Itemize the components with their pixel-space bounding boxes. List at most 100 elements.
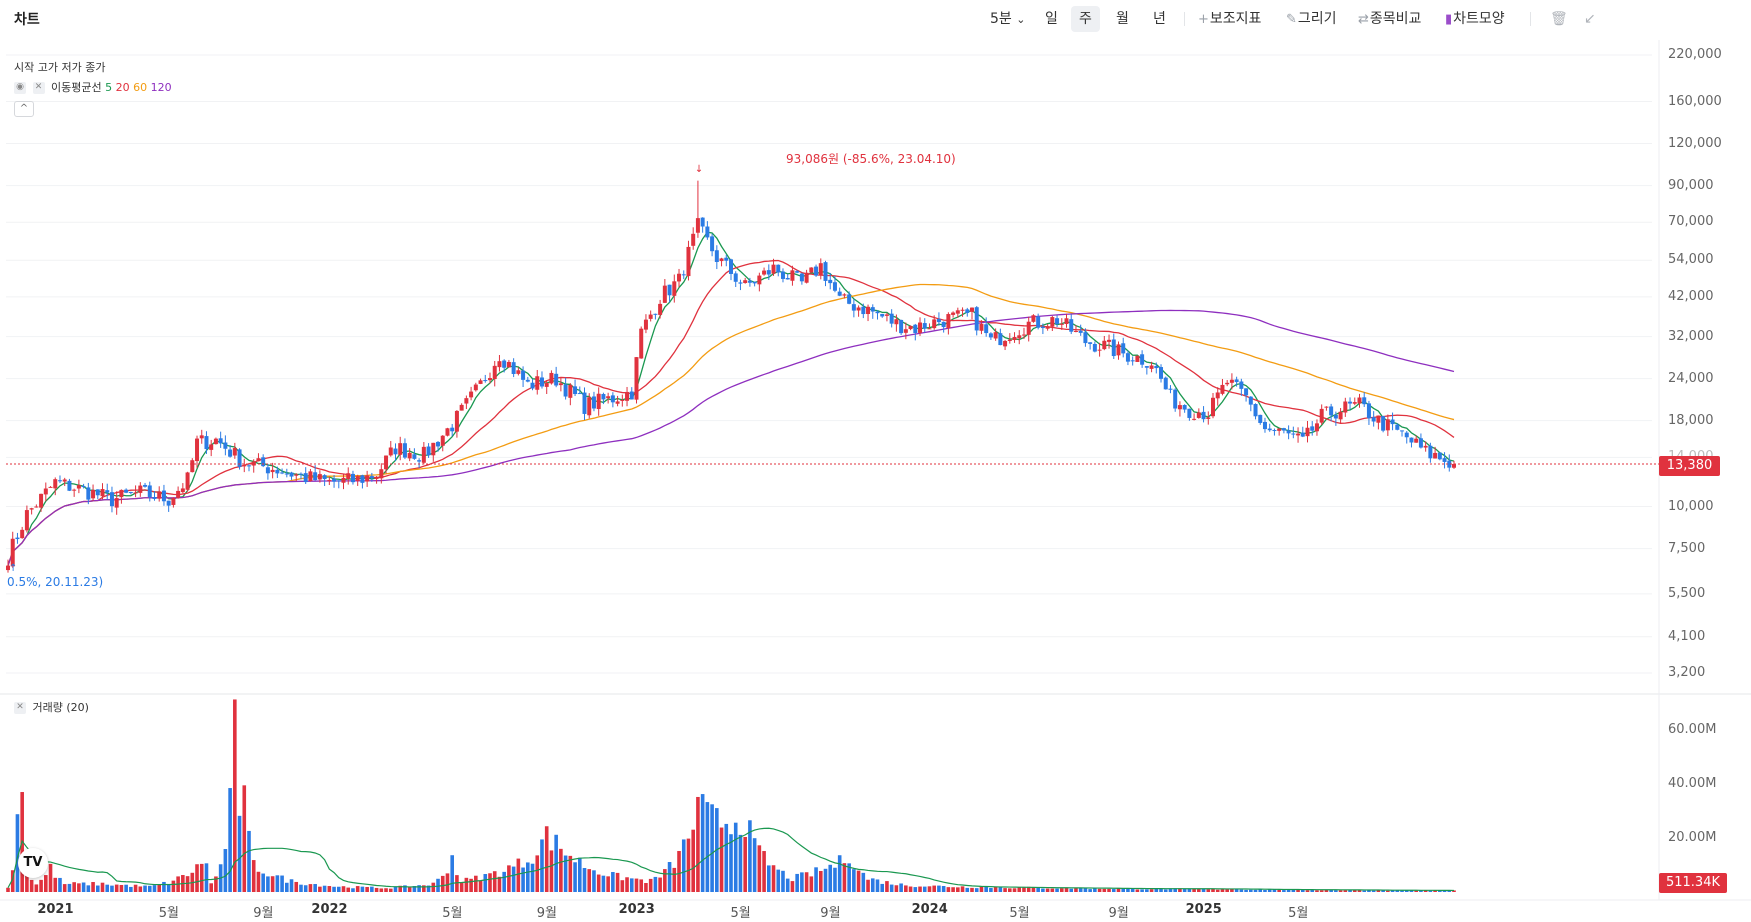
candle-body — [232, 448, 237, 456]
eye-icon[interactable]: ◉ — [14, 82, 26, 94]
volume-bar — [1140, 889, 1144, 892]
volume-bar — [1201, 888, 1206, 892]
volume-bar — [1187, 888, 1192, 892]
volume-bar — [336, 886, 341, 892]
volume-bar — [663, 869, 667, 892]
volume-bar — [507, 865, 511, 892]
volume-bar — [563, 855, 568, 892]
candle-body — [1159, 367, 1164, 379]
price-tick-label: 7,500 — [1668, 540, 1706, 556]
ma-line-20 — [7, 259, 1455, 566]
volume-bar — [1234, 889, 1239, 892]
period-tab-day[interactable]: 일 — [1045, 11, 1058, 27]
candle-body — [360, 475, 365, 483]
candle-body — [1003, 340, 1008, 347]
candle-body — [303, 473, 308, 483]
candle-body — [402, 443, 407, 458]
time-tick-label: 5월 — [442, 906, 463, 921]
candle-body — [908, 325, 913, 330]
volume-bar — [639, 879, 644, 892]
candle-body — [988, 333, 993, 338]
candle-body — [719, 258, 724, 262]
candle-body — [6, 565, 10, 571]
chart-style-button[interactable]: ▮차트모양 — [1437, 6, 1513, 32]
volume-bar — [256, 871, 261, 892]
legend-collapse-button[interactable]: ^ — [14, 101, 34, 117]
candle-body — [752, 281, 757, 284]
current-volume-tag: 511.34K — [1659, 873, 1727, 893]
candle-body — [970, 307, 974, 312]
volume-bar — [483, 874, 488, 892]
candle-body — [875, 311, 880, 314]
candle-body — [204, 436, 209, 450]
candle-body — [1055, 318, 1060, 324]
period-tab-year[interactable]: 년 — [1153, 11, 1166, 27]
interval-dropdown[interactable]: 5분 ⌄ — [982, 6, 1033, 32]
candle-body — [251, 461, 256, 466]
candle-body — [39, 493, 44, 508]
volume-bar — [681, 839, 686, 892]
time-tick-label: 5월 — [158, 906, 179, 921]
candle-body — [1021, 334, 1026, 336]
volume-bar — [48, 863, 53, 892]
volume-bar — [767, 865, 771, 892]
volume-bar — [979, 886, 984, 892]
candle-body — [710, 236, 715, 252]
draw-button[interactable]: ✎그리기 — [1278, 6, 1345, 32]
volume-bar — [322, 885, 327, 892]
volume-bar — [1244, 889, 1248, 892]
compare-label: 종목비교 — [1369, 11, 1422, 27]
candle-body — [57, 480, 62, 482]
volume-bar — [606, 876, 610, 892]
volume-bar — [280, 875, 284, 892]
candle-body — [785, 277, 790, 280]
close-icon[interactable]: ✕ — [32, 82, 45, 94]
volume-bar — [1386, 890, 1390, 892]
candle-body — [1073, 330, 1078, 332]
trash-icon[interactable]: 🗑 — [1550, 11, 1568, 27]
compare-button[interactable]: ⇄종목비교 — [1350, 6, 1429, 32]
candle-body — [1121, 343, 1126, 354]
candle-body — [1253, 404, 1258, 417]
volume-bar — [757, 845, 762, 892]
candle-body — [790, 270, 795, 281]
candle-body — [1059, 323, 1064, 325]
indicators-button[interactable]: +보조지표 — [1190, 6, 1269, 32]
candle-body — [814, 266, 819, 276]
volume-bar — [25, 872, 29, 892]
candle-body — [1442, 458, 1447, 462]
candle-body — [1201, 411, 1206, 420]
period-tab-week[interactable]: 주 — [1071, 6, 1100, 32]
close-icon[interactable]: ✕ — [14, 702, 26, 714]
volume-bar — [549, 850, 554, 892]
volume-bar — [270, 876, 275, 892]
volume-bar — [332, 886, 336, 892]
time-tick-label: 9월 — [1108, 906, 1129, 921]
candle-body — [695, 218, 700, 233]
volume-bar — [403, 885, 407, 892]
volume-bar — [469, 878, 473, 892]
candle-body — [549, 372, 554, 384]
candle-body — [1036, 316, 1041, 328]
volume-bar — [365, 886, 369, 892]
volume-bar — [1135, 889, 1140, 892]
candle-body — [332, 478, 337, 482]
volume-bar — [511, 866, 516, 892]
volume-bar — [984, 886, 988, 892]
candle-body — [941, 321, 946, 328]
tradingview-logo: TV — [18, 848, 48, 878]
period-tab-month[interactable]: 월 — [1116, 11, 1129, 27]
volume-bar — [1438, 890, 1442, 892]
candle-body — [1125, 353, 1130, 362]
candle-body — [355, 476, 360, 481]
candle-body — [634, 357, 639, 400]
collapse-icon[interactable]: ↙ — [1584, 11, 1596, 27]
volume-bar — [1064, 887, 1069, 892]
volume-bar — [72, 882, 76, 892]
candle-body — [738, 282, 743, 284]
volume-bar — [611, 872, 615, 892]
volume-bar — [1116, 888, 1121, 892]
volume-bar — [166, 883, 171, 892]
candle-body — [1305, 427, 1310, 437]
